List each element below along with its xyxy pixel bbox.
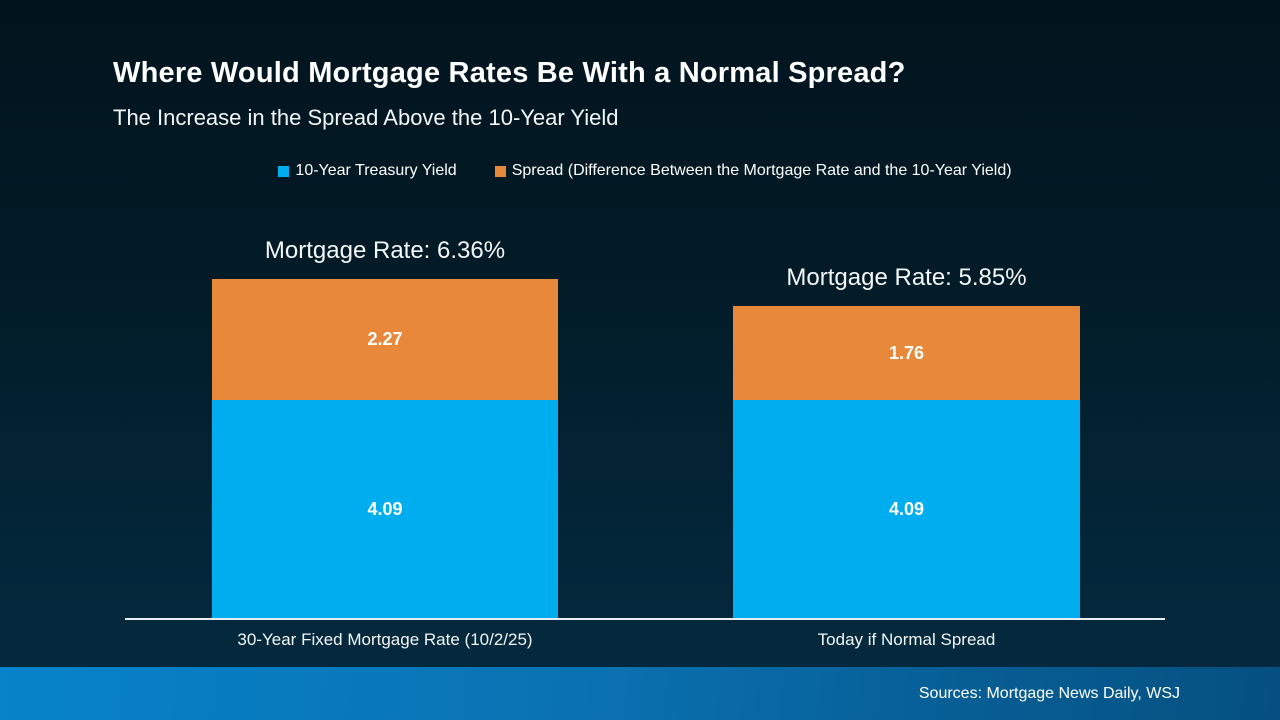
category-label-current: 30-Year Fixed Mortgage Rate (10/2/25) — [237, 630, 533, 649]
sources-text: Sources: Mortgage News Daily, WSJ — [918, 684, 1180, 702]
treasury-yield-swatch-icon — [278, 165, 290, 177]
spread-swatch-icon — [494, 165, 506, 177]
bar-group-current-mortgage-rate: Mortgage Rate: 6.36% 2.27 4.09 — [212, 237, 558, 619]
legend: 10-Year Treasury Yield Spread (Differenc… — [125, 162, 1165, 180]
footer-bar: Sources: Mortgage News Daily, WSJ — [0, 667, 1280, 720]
category-label-normal-spread: Today if Normal Spread — [817, 630, 996, 649]
legend-label-spread: Spread (Difference Between the Mortgage … — [511, 162, 1012, 179]
spread-segment-normal: 1.76 — [733, 306, 1080, 401]
treasury-value-current: 4.09 — [367, 499, 403, 520]
total-label-normal-spread: Mortgage Rate: 5.85% — [786, 264, 1027, 292]
treasury-segment-normal: 4.09 — [733, 400, 1080, 619]
legend-label-treasury-yield: 10-Year Treasury Yield — [295, 162, 457, 179]
bar-group-normal-spread: Mortgage Rate: 5.85% 1.76 4.09 — [733, 264, 1080, 619]
legend-item-spread: Spread (Difference Between the Mortgage … — [494, 162, 1012, 180]
category-axis-line — [125, 618, 1165, 620]
spread-value-current: 2.27 — [367, 328, 403, 349]
spread-segment-current: 2.27 — [212, 278, 558, 401]
spread-value-normal: 1.76 — [888, 342, 925, 363]
treasury-value-normal: 4.09 — [888, 499, 925, 520]
total-label-current: Mortgage Rate: 6.36% — [264, 236, 506, 264]
treasury-segment-current: 4.09 — [212, 400, 558, 619]
legend-item-treasury-yield: 10-Year Treasury Yield — [278, 162, 457, 180]
plot-area: Mortgage Rate: 6.36% 2.27 4.09 Mortgage … — [125, 230, 1165, 649]
page-title: Where Would Mortgage Rates Be With a Nor… — [113, 57, 906, 89]
page-subtitle: The Increase in the Spread Above the 10-… — [113, 105, 619, 130]
